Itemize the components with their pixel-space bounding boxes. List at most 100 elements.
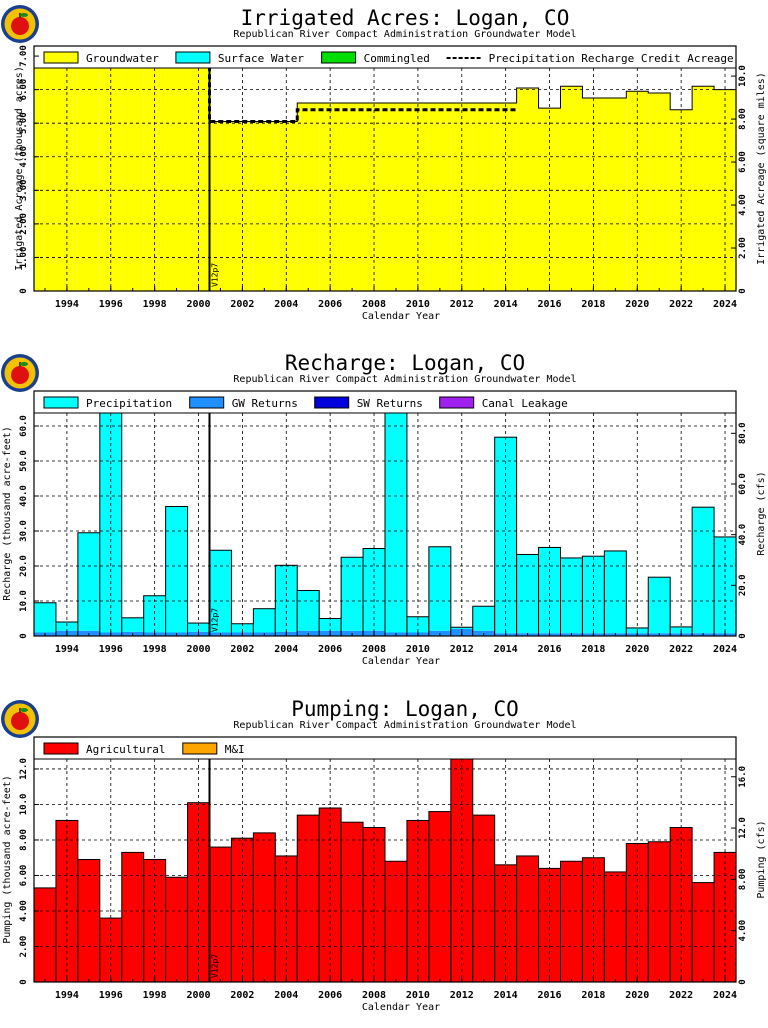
bar [560,86,583,291]
y-tick-label: 10.0 [19,590,29,612]
x-tick-label: 2002 [230,299,254,310]
bar [209,847,232,982]
chart-subtitle: Republican River Compact Administration … [233,29,576,40]
legend-swatch [43,742,79,755]
x-tick-label: 2006 [318,644,342,655]
bar [275,565,298,632]
y-axis-title: Pumping (thousand acre-feet) [2,775,13,944]
legend-label: SW Returns [357,397,423,410]
x-tick-label: 2018 [581,644,605,655]
y2-tick-label: 2.00 [738,237,748,259]
bar [604,871,627,982]
logo-leaf [20,362,28,366]
y2-tick-label: 40.0 [738,524,748,546]
bar [626,91,649,291]
chart-title: Pumping: Logan, CO [291,697,519,721]
chart-subtitle: Republican River Compact Administration … [233,374,576,385]
y-tick-label: 60.0 [19,415,29,437]
y-tick-label: 0 [19,633,29,638]
x-tick-label: 1994 [55,299,79,310]
x-tick-label: 1994 [55,990,79,1001]
bar [297,590,320,631]
logo-leaf [20,708,28,712]
x-tick-label: 1998 [143,299,167,310]
logo-leaf [20,13,28,17]
bar [165,877,188,982]
x-tick-label: 2016 [537,644,561,655]
x-tick-label: 2024 [713,644,737,655]
x-tick-label: 1994 [55,644,79,655]
y-tick-label: 6.00 [19,865,29,887]
x-tick-label: 2004 [274,299,298,310]
x-tick-label: 2022 [669,644,693,655]
bar [538,108,561,291]
bar [34,887,56,982]
x-tick-label: 2004 [274,644,298,655]
y2-axis-title: Pumping (cfs) [756,820,767,898]
bar [341,103,364,291]
legend-swatch [43,396,79,409]
apple-logo-icon [1,354,39,392]
logo-apple [11,17,29,35]
x-tick-label: 1998 [143,990,167,1001]
legend-label: M&I [225,743,245,756]
bar [692,882,715,982]
logo-apple [11,366,29,384]
plot-frame [33,45,737,292]
bar [648,577,671,634]
y-tick-label: 4.00 [19,900,29,922]
legend-label: Canal Leakage [482,397,568,410]
y-axis-title: Recharge (thousand acre-feet) [2,426,13,601]
y2-axis-title: Irrigated Acreage (square miles) [756,72,767,265]
bar [604,98,627,292]
y2-tick-label: 4.00 [738,920,748,942]
y-tick-label: 40.0 [19,485,29,507]
bar [55,57,78,291]
x-tick-label: 1996 [99,990,123,1001]
y2-tick-label: 80.0 [738,422,748,444]
version-marker-label: V12p7 [211,263,220,287]
bar [275,855,298,982]
bar [472,606,495,631]
y2-tick-label: 8.00 [738,869,748,891]
chart-subtitle: Republican River Compact Administration … [233,720,576,731]
y-tick-label: 0 [19,979,29,984]
legend-swatch [321,51,357,64]
plot-frame [33,736,737,983]
y-tick-label: 6.00 [19,79,29,101]
bar [143,859,166,982]
bar [582,857,605,982]
legend-swatch [43,51,79,64]
x-tick-label: 2014 [494,644,518,655]
bar [253,121,276,291]
bar [428,546,451,631]
x-tick-label: 2006 [318,990,342,1001]
x-tick-label: 2006 [318,299,342,310]
y2-tick-label: 10.0 [738,65,748,87]
y-tick-label: 20.0 [19,555,29,577]
y-tick-label: 3.00 [19,179,29,201]
bar [648,841,671,982]
legend-swatch [314,396,350,409]
bar [143,595,166,633]
y2-tick-label: 60.0 [738,473,748,495]
x-tick-label: 2016 [537,299,561,310]
apple-logo-icon [1,700,39,738]
bar [428,103,451,291]
y-tick-label: 30.0 [19,520,29,542]
bar [692,86,715,291]
bar [714,536,736,634]
bar [472,103,495,291]
bar [143,57,166,291]
legend-label: Precipitation Recharge Credit Acreage [489,52,734,65]
bar [55,820,78,982]
bar [341,557,364,631]
bar [253,832,276,982]
bar [297,815,320,982]
y-tick-label: 5.00 [19,112,29,134]
bar [209,121,232,291]
y-tick-label: 8.00 [19,829,29,851]
x-axis-title: Calendar Year [362,311,440,322]
